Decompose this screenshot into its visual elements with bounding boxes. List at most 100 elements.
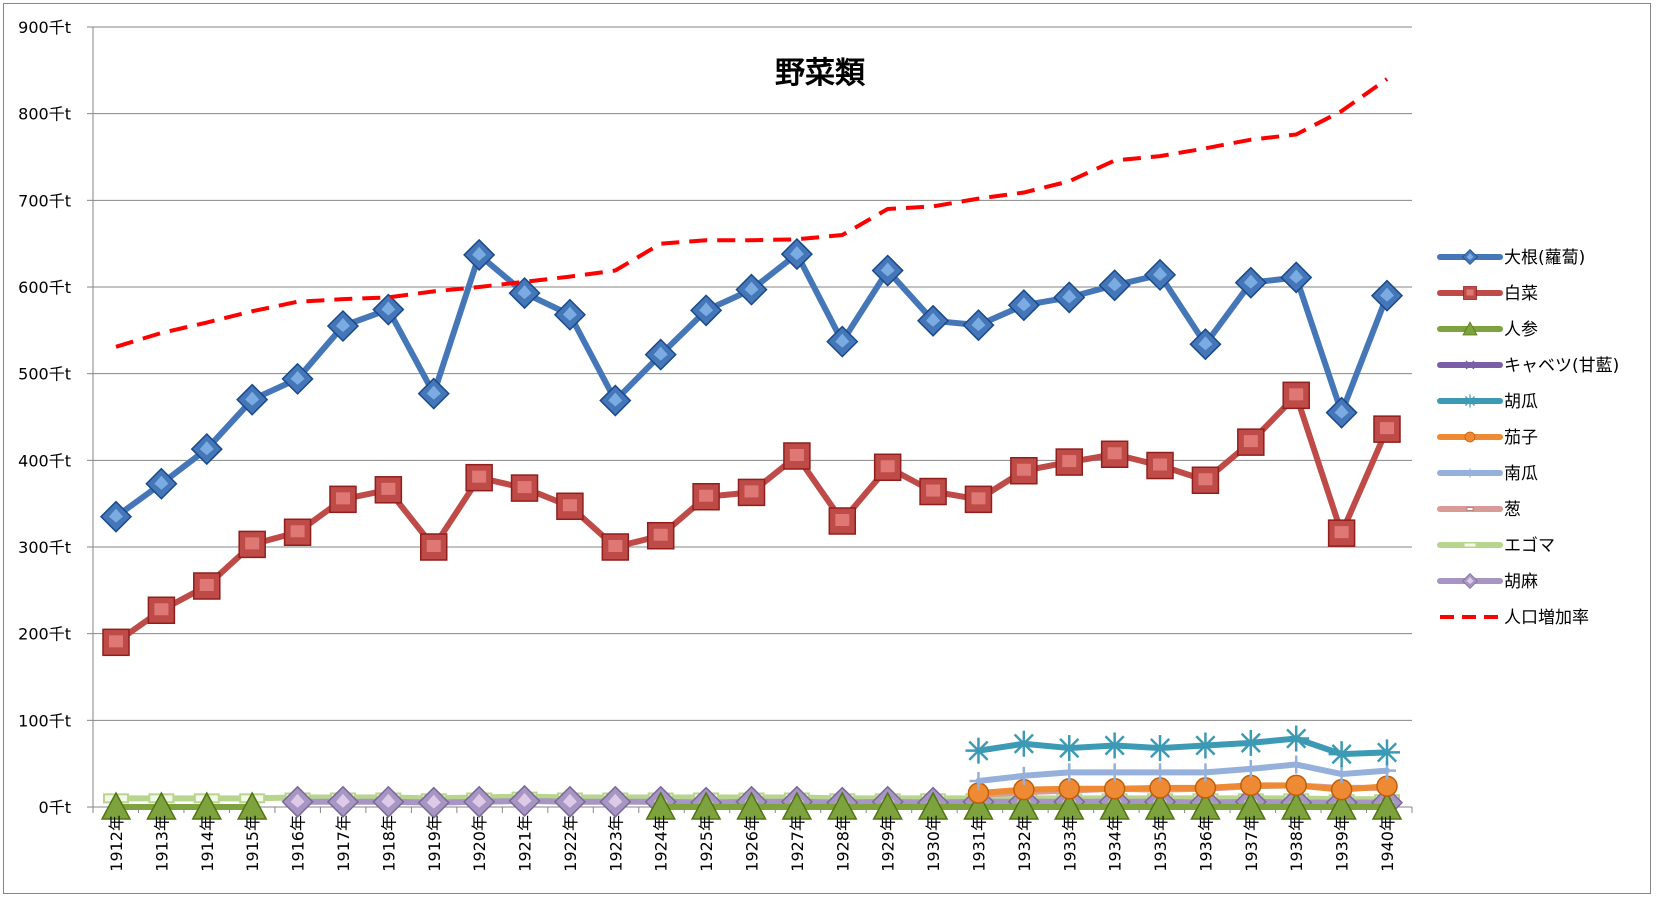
data-point xyxy=(1235,791,1267,820)
data-point xyxy=(417,786,450,819)
data-point xyxy=(465,463,493,492)
data-point xyxy=(735,273,768,306)
data-point xyxy=(963,791,994,820)
data-point xyxy=(374,476,403,504)
data-point xyxy=(1285,774,1307,797)
data-point xyxy=(463,785,496,818)
data-point xyxy=(826,325,859,358)
x-axis-tick-labels: 1912年 1913年 1914年 1915年 1916年 1917年 1918年 1919年… xyxy=(107,815,1397,872)
data-point xyxy=(1234,266,1267,299)
data-point xyxy=(1196,763,1215,782)
data-point xyxy=(1332,765,1351,784)
data-point xyxy=(644,338,677,371)
legend-label: 胡麻 xyxy=(1504,572,1538,592)
data-point xyxy=(1099,791,1130,820)
data-point xyxy=(1280,791,1312,820)
data-point xyxy=(420,533,448,561)
data-point xyxy=(692,482,720,511)
legend-item: 白菜 xyxy=(1437,284,1538,304)
data-point xyxy=(281,362,314,395)
x-tick-label: 1921年 xyxy=(516,815,535,872)
data-point xyxy=(962,309,995,342)
legend-item: 葱 xyxy=(1437,500,1521,520)
legend-item: 茄子 xyxy=(1437,428,1538,448)
x-tick-label: 1932年 xyxy=(1015,815,1034,872)
legend-label: 白菜 xyxy=(1504,284,1538,304)
data-point xyxy=(1055,448,1083,476)
data-point xyxy=(1237,729,1264,756)
data-point xyxy=(827,791,858,820)
x-tick-label: 1927年 xyxy=(788,815,807,872)
data-point xyxy=(1192,732,1219,759)
data-point xyxy=(1280,261,1313,294)
legend-label: エゴマ xyxy=(1504,535,1555,556)
legend-marker xyxy=(1463,286,1477,300)
data-point xyxy=(1328,741,1355,768)
data-point xyxy=(553,785,586,818)
x-tick-label: 1931年 xyxy=(969,815,988,872)
data-point xyxy=(1143,258,1177,291)
x-tick-label: 1935年 xyxy=(1151,815,1170,872)
x-tick-label: 1915年 xyxy=(243,815,262,872)
series-line xyxy=(975,782,1390,797)
series-group xyxy=(99,77,1404,820)
data-point xyxy=(917,791,949,820)
legend-item: エゴマ xyxy=(1437,535,1555,556)
data-point xyxy=(1370,279,1404,312)
x-tick-label: 1939年 xyxy=(1333,815,1352,872)
data-point xyxy=(1282,381,1310,410)
series-1 xyxy=(102,381,1401,657)
x-tick-label: 1933年 xyxy=(1060,815,1079,872)
x-tick-label: 1930年 xyxy=(924,815,943,872)
y-tick-label-700: 700千t xyxy=(18,191,71,210)
legend-marker xyxy=(1464,431,1476,443)
data-point xyxy=(1014,766,1033,785)
data-point xyxy=(100,791,132,820)
x-tick-label: 1918年 xyxy=(379,815,398,872)
x-tick-label: 1919年 xyxy=(425,815,444,872)
legend-item: 胡麻 xyxy=(1437,572,1538,592)
legend-marker xyxy=(1461,248,1479,266)
x-tick-label: 1937年 xyxy=(1242,815,1261,872)
data-point xyxy=(147,596,176,625)
data-point xyxy=(645,791,676,820)
data-point xyxy=(1101,732,1128,759)
series-2 xyxy=(100,791,1403,820)
data-point xyxy=(1060,763,1079,782)
data-point xyxy=(871,254,904,287)
data-point xyxy=(372,785,405,818)
y-tick-label-500: 500千t xyxy=(18,365,71,384)
data-point xyxy=(508,784,541,817)
data-point xyxy=(1191,466,1220,495)
data-point xyxy=(690,294,723,327)
data-point xyxy=(281,785,314,818)
y-axis-tick-labels: 0千t 100千t 200千t 300千t 400千t 500千t 600千t 700千t 80… xyxy=(18,18,71,817)
data-point xyxy=(238,530,266,559)
data-point xyxy=(510,474,539,502)
data-point xyxy=(1237,428,1265,456)
x-tick-label: 1923年 xyxy=(606,815,625,872)
legend-marker xyxy=(1463,542,1477,548)
y-tick-label-400: 400千t xyxy=(18,451,71,470)
data-point xyxy=(1147,735,1174,762)
data-point xyxy=(1008,791,1040,820)
data-point xyxy=(1240,774,1262,797)
data-point xyxy=(873,453,902,482)
x-tick-label: 1916年 xyxy=(289,815,308,872)
data-point xyxy=(99,500,133,533)
data-point xyxy=(326,309,360,343)
data-point xyxy=(1327,519,1356,547)
x-tick-label: 1929年 xyxy=(879,815,898,872)
legend-label: 葱 xyxy=(1504,500,1521,520)
data-point xyxy=(556,492,584,521)
x-tick-label: 1940年 xyxy=(1378,815,1397,872)
y-tick-label-600: 600千t xyxy=(18,278,71,297)
data-point xyxy=(1056,735,1083,762)
y-tick-label-900: 900千t xyxy=(18,18,71,37)
data-point xyxy=(1283,725,1310,752)
data-point xyxy=(145,467,178,500)
legend-marker xyxy=(1462,321,1478,336)
data-point xyxy=(1146,451,1174,480)
data-point xyxy=(1151,763,1170,782)
legend-marker xyxy=(1466,507,1474,511)
